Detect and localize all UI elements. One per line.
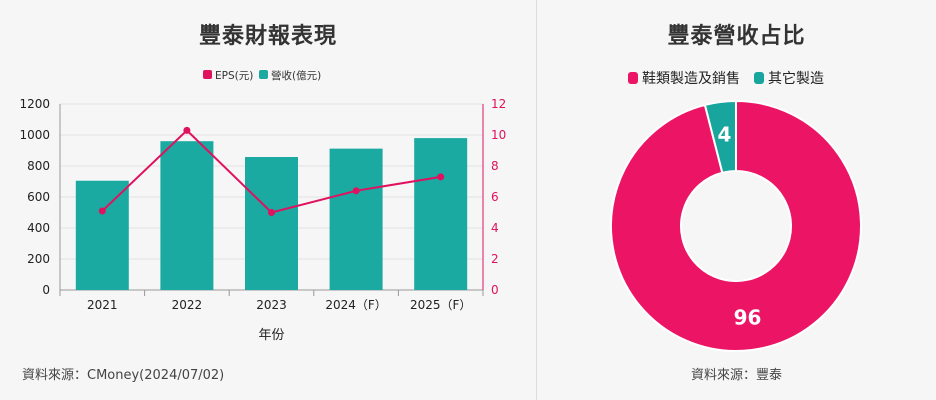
finance-chart-title: 豐泰財報表現 xyxy=(198,24,337,49)
y-left-tick-label: 200 xyxy=(27,252,50,266)
y-right-tick-label: 4 xyxy=(491,221,499,235)
finance-source-note: 資料來源：CMoney(2024/07/02) xyxy=(22,368,225,383)
y-left-tick-label: 800 xyxy=(27,159,50,173)
x-tick-label: 2021 xyxy=(87,298,118,312)
finance-panel: 豐泰財報表現 EPS(元) 營收(億元) 0 200 400 600 800 1000 1200… xyxy=(19,24,506,383)
legend-label-eps: EPS(元) xyxy=(215,70,253,82)
donut-slice-footwear xyxy=(610,99,862,352)
x-tick-label: 2022 xyxy=(172,298,203,312)
y-right-tick-label: 2 xyxy=(491,252,499,266)
revenue-bar xyxy=(160,141,214,290)
y-right-tick-label: 8 xyxy=(491,159,499,173)
y-right-tick-label: 0 xyxy=(491,283,499,297)
y-left-tick-label: 1000 xyxy=(19,128,50,142)
y-left-tick-label: 0 xyxy=(42,283,50,297)
revenue-bar xyxy=(245,157,298,290)
eps-point xyxy=(98,207,106,215)
y-left-tick-label: 1200 xyxy=(19,97,50,111)
x-tick-label: 2023 xyxy=(256,298,287,312)
revenue-share-panel: 豐泰營收占比 鞋類製造及銷售 其它製造 96 4 資料來源：豐泰 xyxy=(537,0,936,400)
legend-swatch-footwear xyxy=(628,72,638,84)
finance-combo-chart: EPS(元) 營收(億元) 0 200 400 600 800 1000 1200 0 2 4 6 8 10… xyxy=(19,69,506,343)
eps-point xyxy=(183,126,191,134)
legend-swatch-other xyxy=(754,72,764,84)
eps-point xyxy=(268,209,275,216)
revenue-bar xyxy=(414,138,468,290)
legend-swatch-eps xyxy=(203,70,212,79)
donut-slice-other xyxy=(703,99,737,174)
y-left-tick-label: 600 xyxy=(27,190,50,204)
x-axis-title: 年份 xyxy=(258,328,284,343)
revenue-share-donut-chart: 鞋類製造及銷售 其它製造 96 4 xyxy=(610,70,862,352)
legend-label-other: 其它製造 xyxy=(768,70,824,87)
donut-value-footwear: 96 xyxy=(734,305,762,329)
chart-legend: EPS(元) 營收(億元) xyxy=(203,69,321,82)
eps-point xyxy=(437,173,445,181)
share-chart-title: 豐泰營收占比 xyxy=(667,24,806,49)
y-right-tick-label: 10 xyxy=(491,128,506,142)
revenue-bar xyxy=(75,180,129,290)
x-tick-label: 2024（F） xyxy=(325,298,386,312)
y-right-tick-label: 6 xyxy=(491,190,499,204)
donut-value-other: 4 xyxy=(718,123,732,147)
legend-swatch-revenue xyxy=(259,70,268,79)
y-left-tick-label: 400 xyxy=(27,221,50,235)
legend-label-footwear: 鞋類製造及銷售 xyxy=(642,71,740,87)
revenue-bar xyxy=(329,148,383,290)
share-source-note: 資料來源：豐泰 xyxy=(690,368,782,383)
x-tick-label: 2025（F） xyxy=(410,298,471,312)
panel-divider xyxy=(536,0,537,400)
eps-point xyxy=(352,187,360,195)
y-right-tick-label: 12 xyxy=(491,97,506,111)
chart-legend: 鞋類製造及銷售 其它製造 xyxy=(628,70,824,87)
legend-label-revenue: 營收(億元) xyxy=(271,69,321,82)
